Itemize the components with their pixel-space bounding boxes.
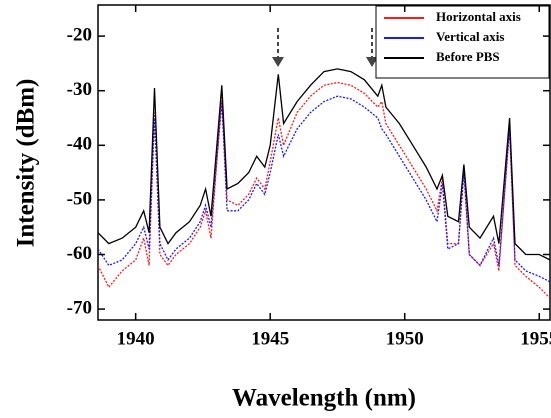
legend-label: Before PBS: [436, 49, 500, 64]
y-tick-label: -20: [67, 24, 92, 45]
plot-frame: [97, 4, 551, 321]
y-tick-label: -70: [67, 297, 92, 318]
arrows: [272, 28, 378, 67]
y-tick-label: -30: [67, 79, 92, 100]
legend-label: Vertical axis: [436, 29, 504, 44]
x-tick-label: 1950: [386, 328, 424, 349]
y-tick-label: -60: [67, 243, 92, 264]
y-tick-label: -40: [67, 134, 92, 155]
x-tick-label: 1955: [520, 328, 551, 349]
series-line: [98, 81, 550, 299]
y-axis-label: Intensity (dBm): [13, 79, 40, 248]
x-tick-label: 1945: [251, 328, 289, 349]
plot-area: [98, 68, 550, 299]
x-tick-label: 1940: [117, 328, 155, 349]
y-tick-label: -50: [67, 188, 92, 209]
legend: Horizontal axis Vertical axis Before PBS: [375, 5, 550, 79]
series-line: [98, 68, 550, 261]
series-line: [98, 95, 550, 283]
legend-label: Horizontal axis: [436, 9, 521, 24]
x-axis-label: Wavelength (nm): [232, 385, 416, 412]
